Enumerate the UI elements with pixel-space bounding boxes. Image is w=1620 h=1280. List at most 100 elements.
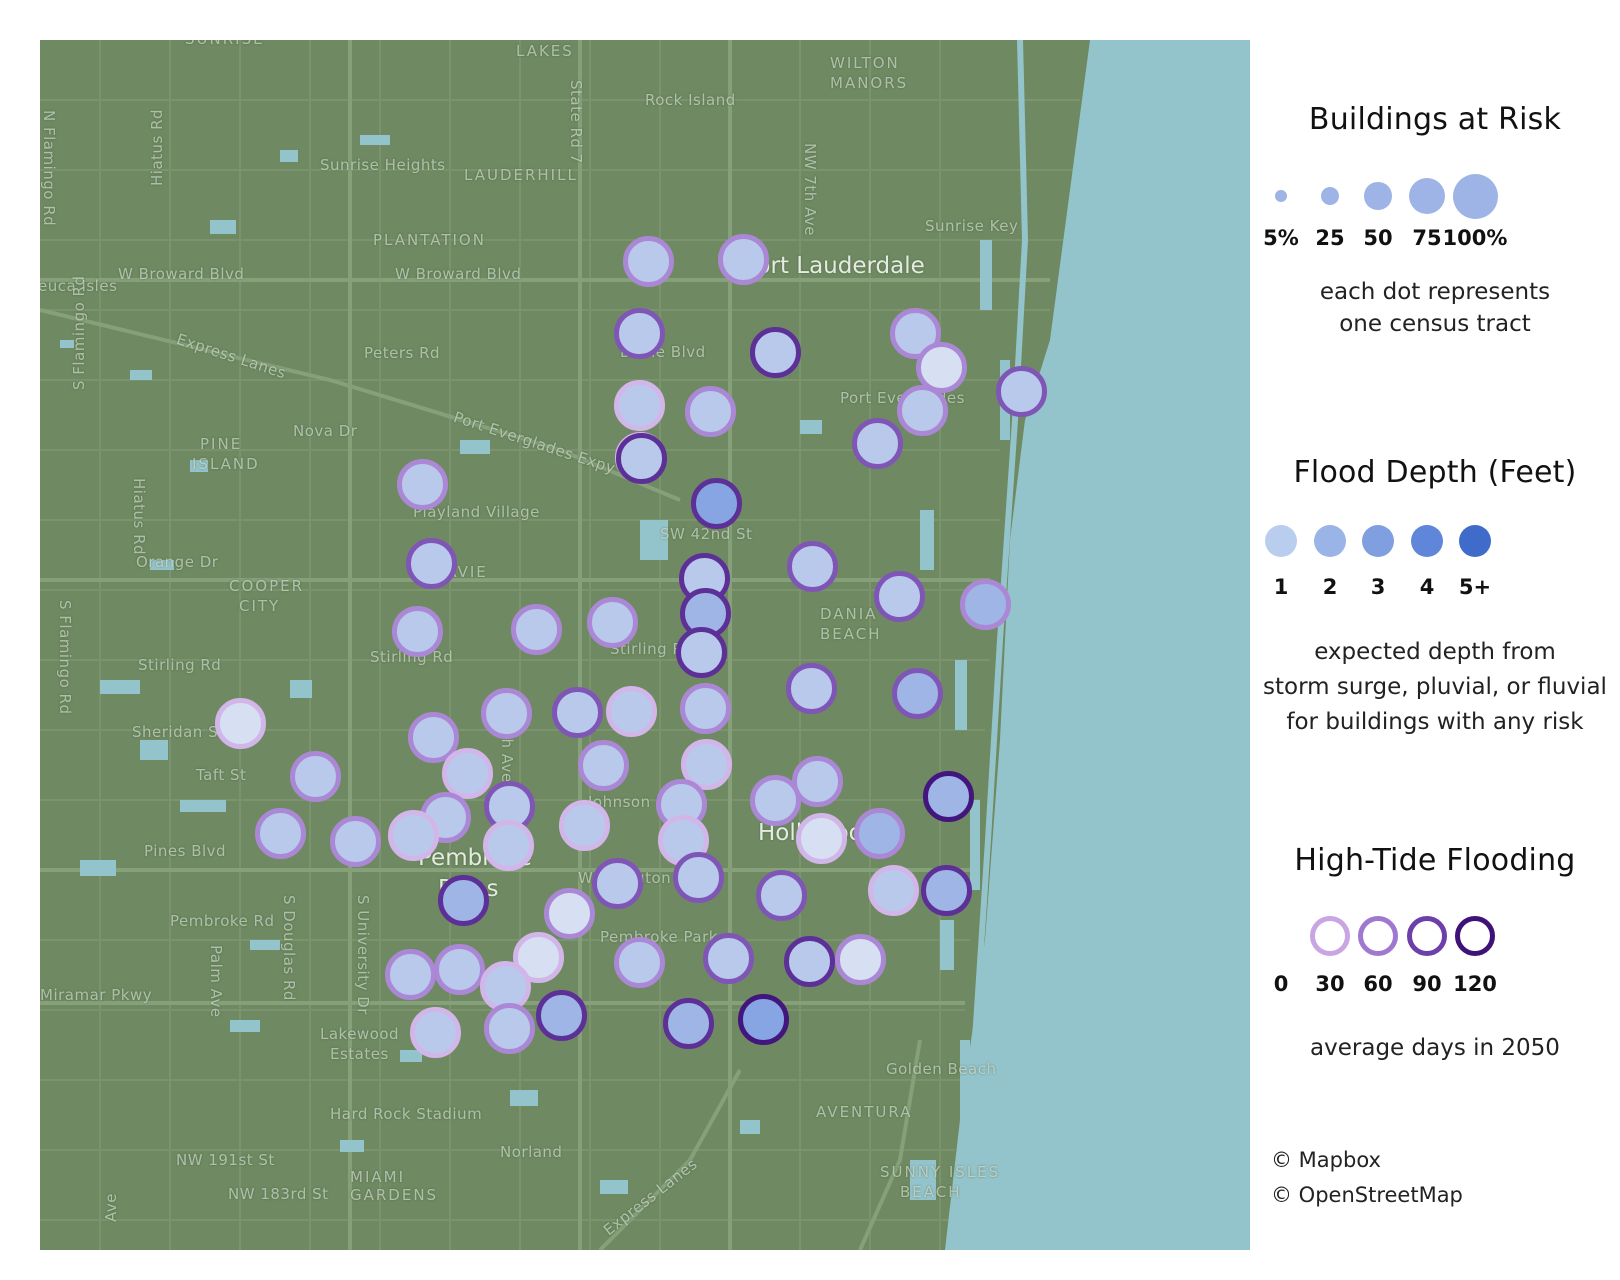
- census-tract-dot[interactable]: [606, 686, 657, 737]
- census-tract-dot[interactable]: [614, 380, 665, 431]
- census-tract-dot[interactable]: [410, 1007, 461, 1058]
- risk-legend-desc-1: each dot represents: [1319, 279, 1551, 305]
- census-tract-dot[interactable]: [544, 888, 595, 939]
- census-tract-dot[interactable]: [676, 627, 727, 678]
- census-tract-dot[interactable]: [691, 478, 742, 529]
- map-place-label: PINE: [200, 435, 243, 453]
- map-place-label: MANORS: [830, 74, 909, 92]
- legend-scale-label: 0: [1273, 972, 1289, 996]
- census-tract-dot[interactable]: [923, 771, 974, 822]
- map-place-label: Sunrise Key: [925, 217, 1019, 235]
- census-tract-dot[interactable]: [483, 820, 534, 871]
- census-tract-dot[interactable]: [255, 808, 306, 859]
- depth-color-dot: [1265, 525, 1297, 557]
- map-place-label: Hiatus Rd: [148, 108, 166, 186]
- census-tract-dot[interactable]: [614, 937, 665, 988]
- census-tract-dot[interactable]: [916, 342, 967, 393]
- census-tract-dot[interactable]: [536, 990, 587, 1041]
- census-tract-dot[interactable]: [438, 875, 489, 926]
- census-tract-dot[interactable]: [921, 865, 972, 916]
- census-tract-dot[interactable]: [552, 687, 603, 738]
- legend-scale-label: 2: [1322, 575, 1338, 599]
- census-tract-dot[interactable]: [854, 808, 905, 859]
- census-tract-dot[interactable]: [511, 604, 562, 655]
- census-tract-dot[interactable]: [481, 688, 532, 739]
- legend-scale-label: 5%: [1263, 226, 1299, 250]
- legend-scale-label: 100%: [1442, 226, 1508, 250]
- census-tract-dot[interactable]: [663, 998, 714, 1049]
- census-tract-dot[interactable]: [786, 663, 837, 714]
- legend-scale-label: 90: [1412, 972, 1442, 996]
- census-tract-dot[interactable]: [703, 933, 754, 984]
- census-tract-dot[interactable]: [406, 538, 457, 589]
- mapbox-credit[interactable]: © Mapbox: [1271, 1148, 1381, 1172]
- census-tract-dot[interactable]: [408, 712, 459, 763]
- census-tract-dot[interactable]: [960, 579, 1011, 630]
- census-tract-dot[interactable]: [388, 810, 439, 861]
- census-tract-dot[interactable]: [756, 870, 807, 921]
- map-view[interactable]: SUNRISE LAKES WILTON MANORS Rock Island State…: [40, 40, 1250, 1250]
- tide-legend-scale: 0 30 60 90 120: [1250, 916, 1620, 996]
- census-tract-dot[interactable]: [868, 865, 919, 916]
- tide-ring-dot: [1261, 916, 1301, 956]
- census-tract-dot[interactable]: [738, 994, 789, 1045]
- census-tract-dot[interactable]: [996, 366, 1047, 417]
- census-tract-dot[interactable]: [835, 934, 886, 985]
- map-place-label: S Flamingo Rd: [70, 275, 88, 390]
- census-tract-dot[interactable]: [559, 800, 610, 851]
- map-place-label: BEACH: [820, 625, 882, 643]
- tide-legend-title: High-Tide Flooding: [1294, 843, 1576, 878]
- census-tract-dot[interactable]: [792, 756, 843, 807]
- census-tract-dot[interactable]: [397, 459, 448, 510]
- osm-credit[interactable]: © OpenStreetMap: [1271, 1183, 1463, 1207]
- census-tract-dot[interactable]: [750, 327, 801, 378]
- census-tract-dot[interactable]: [484, 1003, 535, 1054]
- census-tract-dot[interactable]: [852, 418, 903, 469]
- census-tract-dot[interactable]: [290, 751, 341, 802]
- map-place-label: Lakewood: [320, 1025, 400, 1043]
- tide-ring-dot: [1407, 916, 1447, 956]
- census-tract-dot[interactable]: [592, 858, 643, 909]
- tide-legend-desc: average days in 2050: [1310, 1035, 1560, 1061]
- census-tract-dot[interactable]: [750, 775, 801, 826]
- census-tract-dot[interactable]: [680, 683, 731, 734]
- census-tract-dot[interactable]: [215, 698, 266, 749]
- census-tract-dot[interactable]: [718, 234, 769, 285]
- depth-legend-scale: 1 2 3 4 5+: [1250, 525, 1620, 599]
- census-tract-dot[interactable]: [392, 606, 443, 657]
- risk-size-dot: [1320, 186, 1340, 206]
- census-tract-dot[interactable]: [685, 386, 736, 437]
- census-tract-dot[interactable]: [442, 748, 493, 799]
- depth-color-dot: [1459, 525, 1491, 557]
- map-place-label: WILTON: [830, 54, 900, 72]
- risk-legend-scale: 5% 25 50 75 100%: [1250, 170, 1620, 250]
- depth-legend-desc-1: expected depth from: [1314, 639, 1556, 665]
- census-tract-dot[interactable]: [892, 668, 943, 719]
- census-tract-dot[interactable]: [784, 936, 835, 987]
- legend-scale-label: 1: [1273, 575, 1289, 599]
- census-tract-dot[interactable]: [673, 852, 724, 903]
- census-tract-dot[interactable]: [614, 308, 665, 359]
- map-place-label: GARDENS: [350, 1186, 439, 1204]
- census-tract-dot[interactable]: [796, 813, 847, 864]
- legend-scale-label: 50: [1363, 226, 1393, 250]
- census-tract-dot[interactable]: [385, 949, 436, 1000]
- map-place-label: NW 191st St: [176, 1151, 275, 1169]
- map-place-label: Fort Lauderdale: [744, 253, 925, 279]
- census-tract-dot[interactable]: [578, 740, 629, 791]
- census-tract-dot[interactable]: [874, 571, 925, 622]
- census-tract-dot[interactable]: [587, 597, 638, 648]
- census-tract-dot[interactable]: [787, 541, 838, 592]
- census-tract-dot[interactable]: [897, 385, 948, 436]
- legend-scale-label: 60: [1363, 972, 1393, 996]
- map-place-label: euca Isles: [40, 277, 118, 295]
- map-place-label: Hard Rock Stadium: [330, 1105, 483, 1123]
- map-place-label: PLANTATION: [373, 231, 486, 249]
- census-tract-dot[interactable]: [330, 816, 381, 867]
- map-place-label: NW 183rd St: [228, 1185, 329, 1203]
- census-tract-dot[interactable]: [434, 944, 485, 995]
- tide-ring-dot: [1358, 916, 1398, 956]
- census-tract-dot[interactable]: [623, 236, 674, 287]
- census-tract-dot[interactable]: [616, 433, 667, 484]
- depth-legend-title: Flood Depth (Feet): [1293, 455, 1577, 490]
